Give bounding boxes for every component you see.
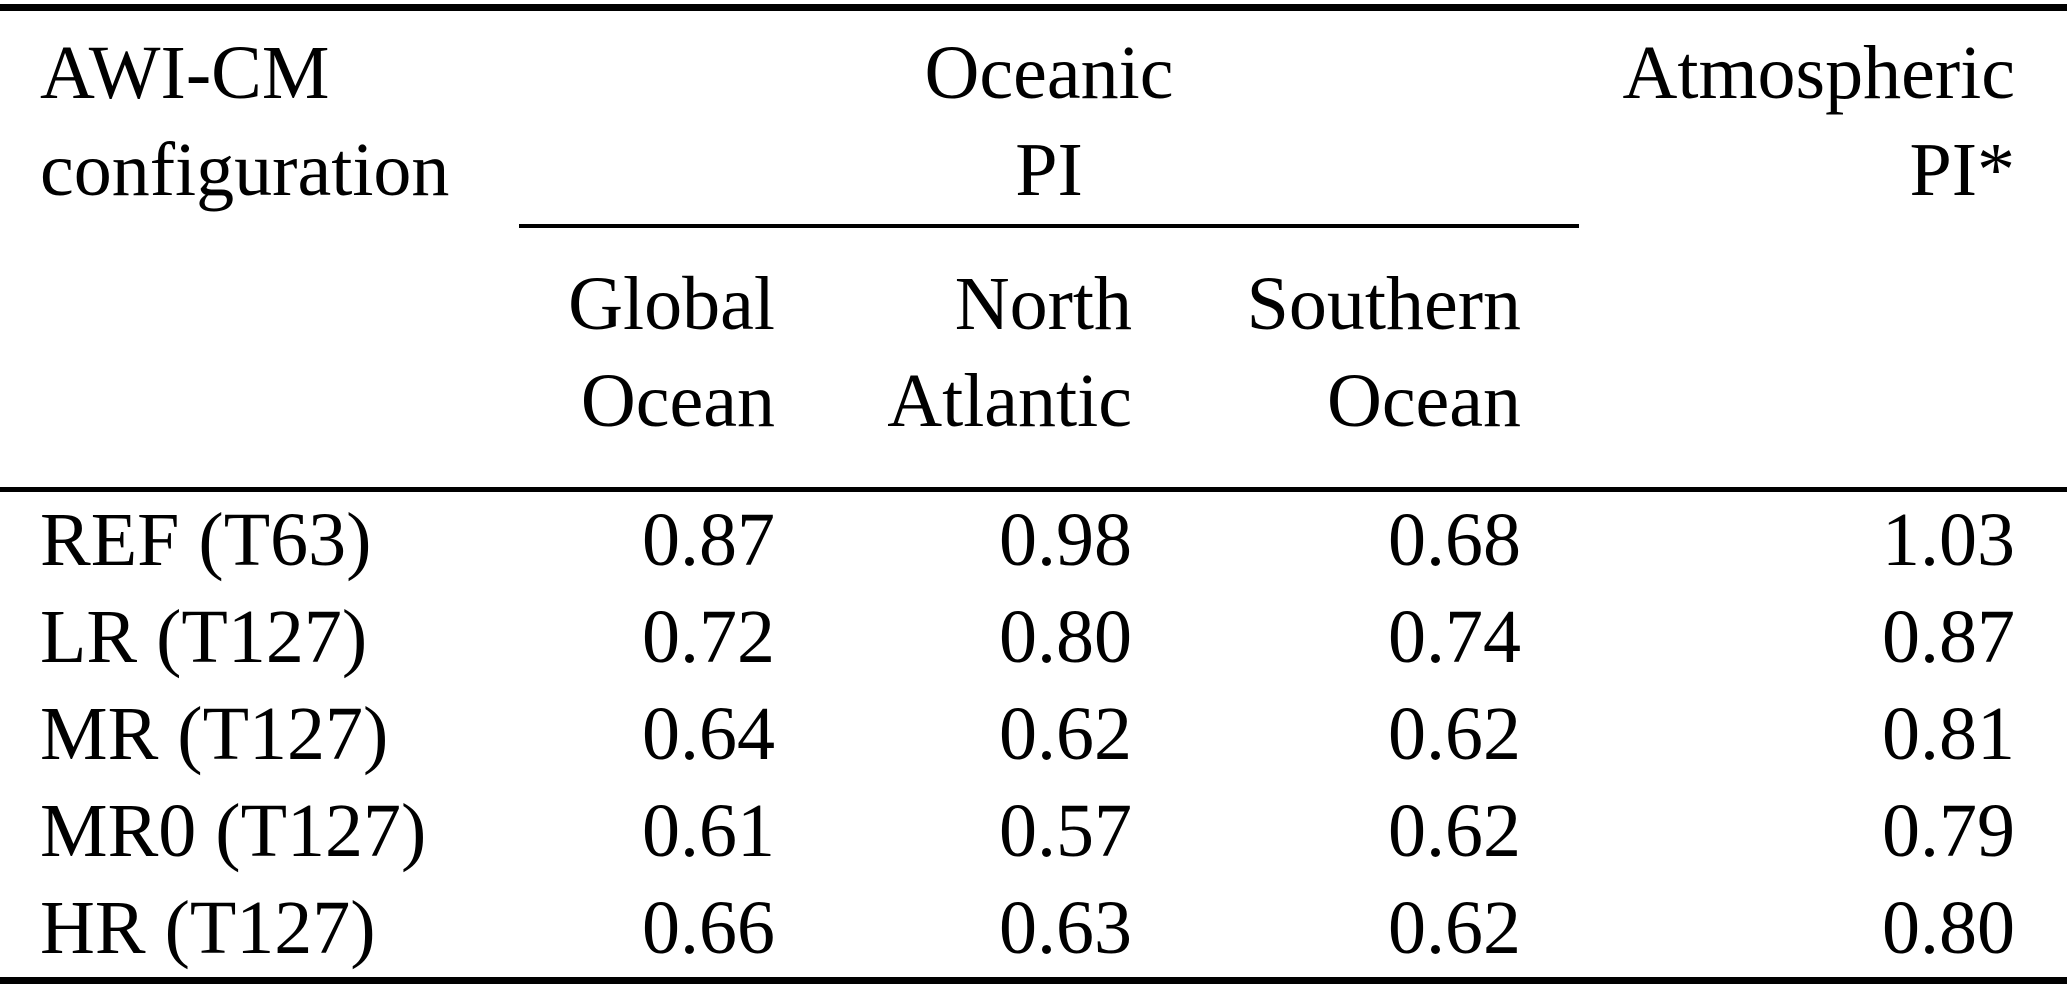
table-row-ref-t63: REF (T63) 0.87 0.98 0.68 1.03 bbox=[0, 490, 2067, 590]
header-southern-ocean-line1: Southern bbox=[1246, 261, 1522, 346]
header-north-atlantic: North Atlantic bbox=[779, 225, 1136, 492]
value-north-atlantic: 0.63 bbox=[999, 886, 1132, 970]
table-row-lr-t127: LR (T127) 0.72 0.80 0.74 0.87 bbox=[0, 589, 2067, 686]
value-north-atlantic: 0.62 bbox=[999, 692, 1132, 776]
table-row-mr-t127: MR (T127) 0.64 0.62 0.62 0.81 bbox=[0, 686, 2067, 783]
value-global-ocean: 0.72 bbox=[642, 595, 775, 679]
config-label: HR (T127) bbox=[40, 886, 376, 970]
header-oceanic-line1: Oceanic bbox=[924, 31, 1174, 115]
value-north-atlantic: 0.57 bbox=[999, 789, 1132, 873]
header-config: AWI-CM configuration bbox=[0, 7, 519, 492]
header-global-ocean-line2: Ocean bbox=[580, 358, 775, 443]
header-row-groups: AWI-CM configuration Oceanic PI Atmosphe… bbox=[0, 7, 2067, 492]
header-north-atlantic-line2: Atlantic bbox=[887, 358, 1132, 443]
value-atmospheric: 0.87 bbox=[1882, 595, 2016, 679]
value-atmospheric: 1.03 bbox=[1882, 498, 2016, 582]
config-label: REF (T63) bbox=[40, 498, 372, 582]
config-label: LR (T127) bbox=[40, 595, 368, 679]
value-global-ocean: 0.87 bbox=[642, 498, 775, 582]
value-southern-ocean: 0.62 bbox=[1388, 886, 1522, 970]
header-atmospheric-line1: Atmospheric bbox=[1622, 31, 2016, 115]
value-global-ocean: 0.66 bbox=[642, 886, 775, 970]
header-southern-ocean-line2: Ocean bbox=[1326, 358, 1522, 443]
value-global-ocean: 0.61 bbox=[642, 789, 775, 873]
pi-table: AWI-CM configuration Oceanic PI Atmosphe… bbox=[0, 4, 2067, 984]
table-row-hr-t127: HR (T127) 0.66 0.63 0.62 0.80 bbox=[0, 880, 2067, 981]
header-oceanic-pi-group: Oceanic PI bbox=[519, 7, 1580, 228]
config-label: MR0 (T127) bbox=[40, 789, 427, 873]
value-north-atlantic: 0.98 bbox=[999, 498, 1132, 582]
config-label: MR (T127) bbox=[40, 692, 389, 776]
header-atmospheric-pi: Atmospheric PI* bbox=[1579, 7, 2067, 492]
header-atmospheric-line2: PI* bbox=[1909, 128, 2016, 212]
value-southern-ocean: 0.68 bbox=[1388, 498, 1522, 582]
header-global-ocean: Global Ocean bbox=[519, 225, 779, 492]
value-southern-ocean: 0.62 bbox=[1388, 789, 1522, 873]
header-config-line2: configuration bbox=[40, 128, 450, 212]
header-global-ocean-line1: Global bbox=[568, 261, 775, 346]
table-body: REF (T63) 0.87 0.98 0.68 1.03 LR (T127) … bbox=[0, 490, 2067, 981]
table-header: AWI-CM configuration Oceanic PI Atmosphe… bbox=[0, 7, 2067, 492]
header-southern-ocean: Southern Ocean bbox=[1136, 225, 1580, 492]
header-config-line1: AWI-CM bbox=[40, 31, 330, 115]
value-global-ocean: 0.64 bbox=[642, 692, 775, 776]
value-southern-ocean: 0.62 bbox=[1388, 692, 1522, 776]
header-oceanic-line2: PI bbox=[1015, 128, 1083, 212]
value-atmospheric: 0.81 bbox=[1882, 692, 2016, 776]
header-row-subcolumns: Global Ocean North Atlantic Southern Oce… bbox=[0, 225, 2067, 492]
value-atmospheric: 0.80 bbox=[1882, 886, 2016, 970]
value-north-atlantic: 0.80 bbox=[999, 595, 1132, 679]
value-atmospheric: 0.79 bbox=[1882, 789, 2016, 873]
value-southern-ocean: 0.74 bbox=[1388, 595, 1522, 679]
table-row-mr0-t127: MR0 (T127) 0.61 0.57 0.62 0.79 bbox=[0, 783, 2067, 880]
header-north-atlantic-line1: North bbox=[954, 261, 1132, 346]
